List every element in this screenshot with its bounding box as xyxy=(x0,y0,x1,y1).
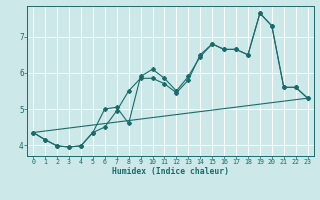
X-axis label: Humidex (Indice chaleur): Humidex (Indice chaleur) xyxy=(112,167,229,176)
